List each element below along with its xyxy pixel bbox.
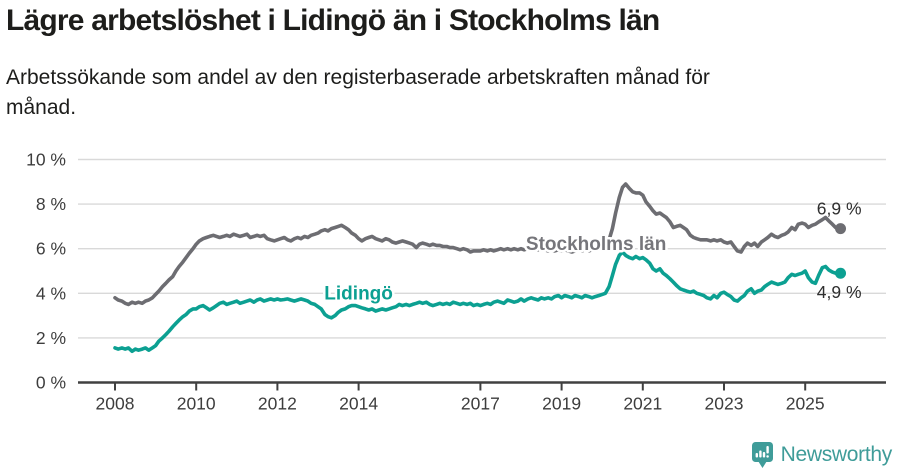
x-tick-label-2025: 2025 <box>786 394 825 414</box>
y-tick-label-2-percent: 2 % <box>36 328 66 348</box>
x-tick-label-2023: 2023 <box>705 394 744 414</box>
chart-subtitle: Arbetssökande som andel av den registerb… <box>6 65 710 119</box>
x-tick-label-2008: 2008 <box>96 394 135 414</box>
newsworthy-logo: Newsworthy <box>751 441 892 469</box>
x-tick-label-2019: 2019 <box>542 394 581 414</box>
series-label-lidingo: Lidingö <box>324 284 393 305</box>
series-label-stockholms-lan: Stockholms län <box>526 234 666 255</box>
x-tick-label-2014: 2014 <box>339 394 378 414</box>
newsworthy-logo-text: Newsworthy <box>780 443 893 466</box>
end-dot-stockholms-lan <box>835 223 847 235</box>
y-tick-label-6-percent: 6 % <box>36 239 66 259</box>
y-tick-label-8-percent: 8 % <box>36 194 66 214</box>
x-tick-label-2012: 2012 <box>258 394 297 414</box>
end-value-label-stockholms-lan: 6,9 % <box>817 199 862 219</box>
end-dot-lidingo <box>835 267 847 279</box>
end-value-label-lidingo: 4,9 % <box>817 282 862 302</box>
series-line-lidingo <box>113 250 843 354</box>
x-tick-label-2017: 2017 <box>461 394 500 414</box>
y-tick-label-10-percent: 10 % <box>26 150 66 170</box>
chart-header: Lägre arbetslöshet i Lidingö än i Stockh… <box>6 4 894 123</box>
y-tick-label-4-percent: 4 % <box>36 283 66 303</box>
chart-title: Lägre arbetslöshet i Lidingö än i Stockh… <box>6 4 660 37</box>
x-tick-label-2010: 2010 <box>177 394 216 414</box>
unemployment-line-chart: 2008 2010 2012 2014 2017 2019 2021 2023 2025 0 % 2… <box>26 150 886 414</box>
x-tick-label-2021: 2021 <box>623 394 662 414</box>
newsworthy-pin-barchart-icon <box>751 442 773 468</box>
y-tick-label-0-percent: 0 % <box>36 373 66 393</box>
series-line-stockholms-lan <box>113 182 843 307</box>
